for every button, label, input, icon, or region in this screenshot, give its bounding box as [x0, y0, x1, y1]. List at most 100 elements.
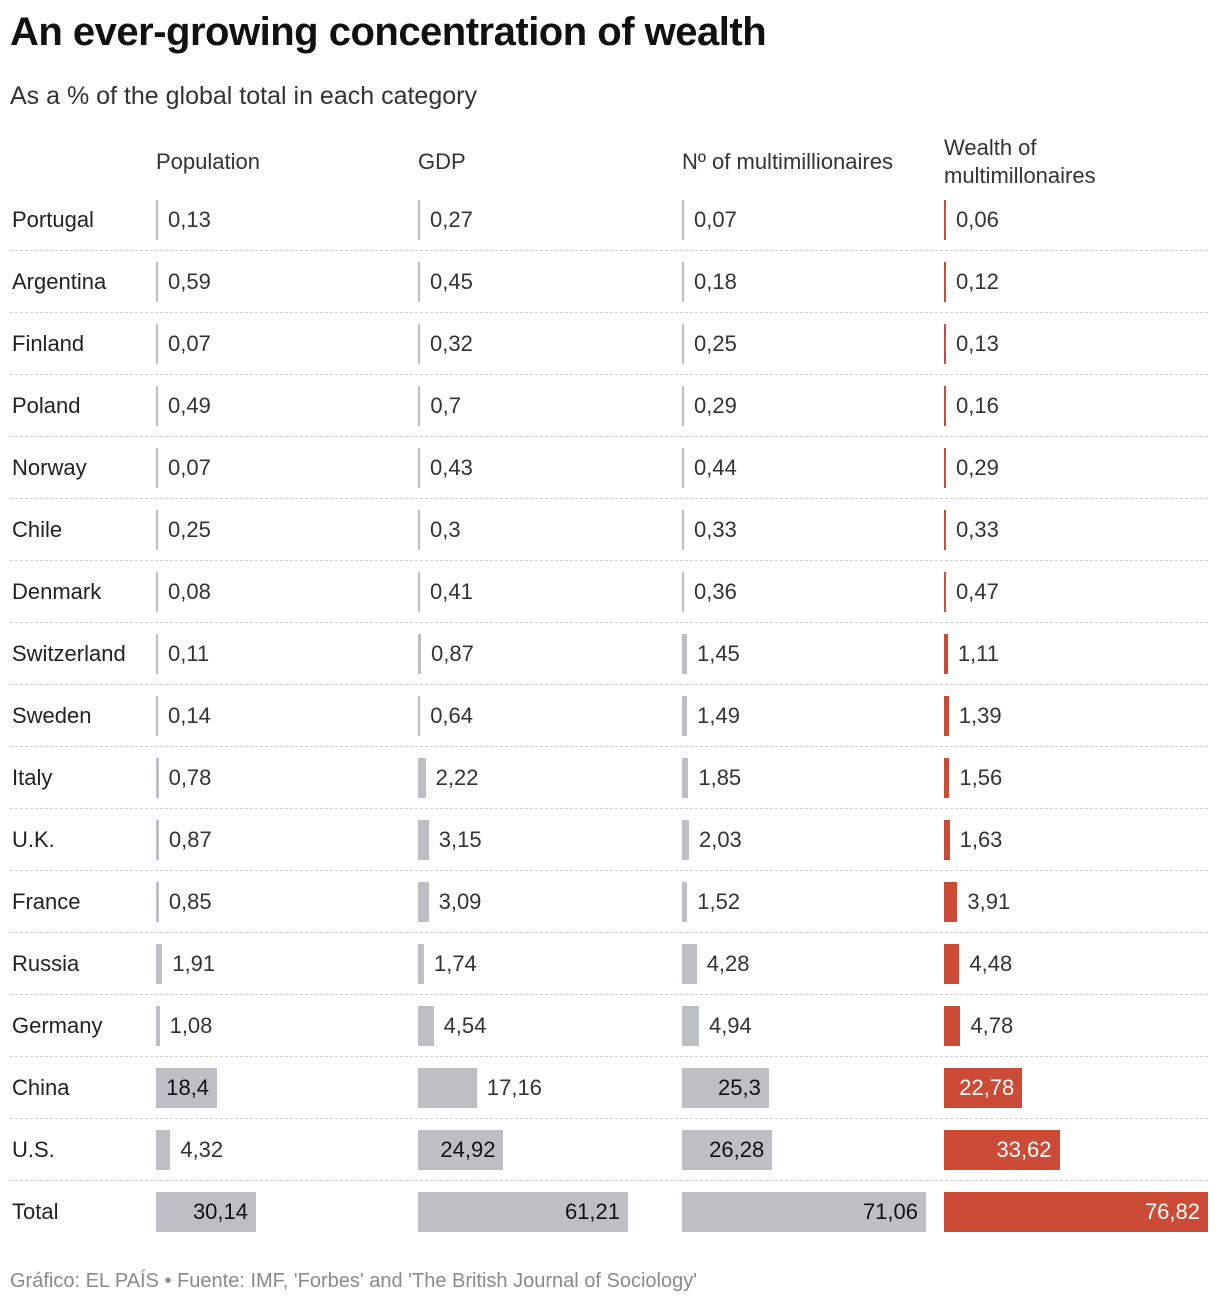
bar — [418, 1192, 628, 1232]
bar — [418, 1068, 477, 1108]
value-label: 1,52 — [697, 889, 741, 914]
value-label: 18,4 — [166, 1075, 210, 1100]
value-label: 0,59 — [168, 269, 211, 294]
bar — [682, 448, 684, 488]
bar — [682, 944, 697, 984]
value-label: 0,13 — [168, 207, 211, 232]
bar — [682, 572, 684, 612]
bar — [682, 820, 689, 860]
bar — [418, 944, 424, 984]
bar — [418, 510, 420, 550]
value-label: 0,13 — [956, 331, 999, 356]
value-label: 1,45 — [696, 641, 740, 666]
bar — [418, 200, 420, 240]
row-separator — [10, 684, 1208, 685]
chart-title: An ever-growing concentration of wealth — [10, 10, 767, 54]
bar — [418, 820, 429, 860]
row-separator — [10, 994, 1208, 995]
value-label: 0,43 — [430, 455, 473, 480]
bar — [682, 1130, 773, 1170]
bar — [418, 572, 420, 612]
bar — [944, 324, 946, 364]
bar — [944, 386, 946, 426]
row-separator — [10, 250, 1208, 251]
row-label: Finland — [12, 331, 85, 356]
value-label: 33,62 — [996, 1137, 1052, 1162]
value-label: 1,56 — [959, 765, 1003, 790]
row-label: Italy — [12, 765, 53, 790]
value-label: 0,78 — [168, 765, 212, 790]
bar — [156, 510, 158, 550]
row-label: Poland — [12, 393, 81, 418]
value-label: 0,41 — [430, 579, 473, 604]
value-label: 0,3 — [430, 517, 461, 542]
row-label: Argentina — [12, 269, 107, 294]
value-label: 0,07 — [694, 207, 737, 232]
value-label: 4,48 — [969, 951, 1013, 976]
bar — [682, 1006, 699, 1046]
value-label: 0,16 — [956, 393, 999, 418]
bar — [944, 262, 946, 302]
row-separator — [10, 560, 1208, 561]
value-label: 0,29 — [694, 393, 737, 418]
value-label: 26,28 — [709, 1137, 765, 1162]
row-label: Portugal — [12, 207, 94, 232]
value-label: 1,11 — [957, 641, 999, 666]
value-label: 0,36 — [694, 579, 737, 604]
bar — [682, 1068, 769, 1108]
bar — [156, 1192, 256, 1232]
value-label: 30,14 — [192, 1199, 248, 1224]
value-label: 0,33 — [694, 517, 737, 542]
row-separator — [10, 870, 1208, 871]
bar — [682, 758, 689, 798]
value-label: 2,03 — [698, 827, 742, 852]
value-label: 4,54 — [443, 1013, 487, 1038]
value-label: 0,7 — [430, 393, 461, 418]
value-label: 0,64 — [430, 703, 474, 728]
value-label: 1,74 — [433, 951, 477, 976]
value-label: 1,85 — [698, 765, 742, 790]
row-separator — [10, 622, 1208, 623]
bar — [944, 882, 958, 922]
value-label: 0,27 — [430, 207, 473, 232]
row-separator — [10, 1180, 1208, 1181]
value-label: 3,15 — [438, 827, 482, 852]
value-label: 22,78 — [959, 1075, 1015, 1100]
row-separator — [10, 808, 1208, 809]
value-label: 2,22 — [435, 765, 479, 790]
row-separator — [10, 374, 1208, 375]
row-label: Sweden — [12, 703, 92, 728]
bar — [156, 1130, 171, 1170]
value-label: 1,91 — [172, 951, 216, 976]
bar — [682, 324, 684, 364]
bar — [418, 262, 420, 302]
value-label: 1,08 — [169, 1013, 213, 1038]
row-separator — [10, 1056, 1208, 1057]
bar — [156, 1068, 218, 1108]
column-header: Population — [156, 149, 260, 174]
bar — [682, 882, 688, 922]
value-label: 0,08 — [168, 579, 211, 604]
bar — [156, 882, 159, 922]
row-separator — [10, 932, 1208, 933]
bar — [682, 1192, 926, 1232]
value-label: 4,32 — [180, 1137, 224, 1162]
footer-separator: • — [158, 1270, 178, 1292]
value-label: 0,25 — [694, 331, 737, 356]
bar — [418, 324, 420, 364]
bar — [156, 262, 158, 302]
value-label: 1,39 — [958, 703, 1002, 728]
bar — [944, 820, 950, 860]
footer-source: Fuente: IMF, 'Forbes' and 'The British J… — [177, 1270, 698, 1292]
value-label: 24,92 — [440, 1137, 496, 1162]
row-separator — [10, 746, 1208, 747]
value-label: 0,07 — [168, 455, 211, 480]
row-separator — [10, 498, 1208, 499]
row-label: China — [12, 1075, 70, 1100]
value-label: 25,3 — [718, 1075, 761, 1100]
column-header: Wealth of multimillonaires — [944, 135, 1096, 188]
bar — [944, 1068, 1023, 1108]
value-label: 0,87 — [168, 827, 212, 852]
bar — [156, 758, 159, 798]
bar — [156, 448, 158, 488]
